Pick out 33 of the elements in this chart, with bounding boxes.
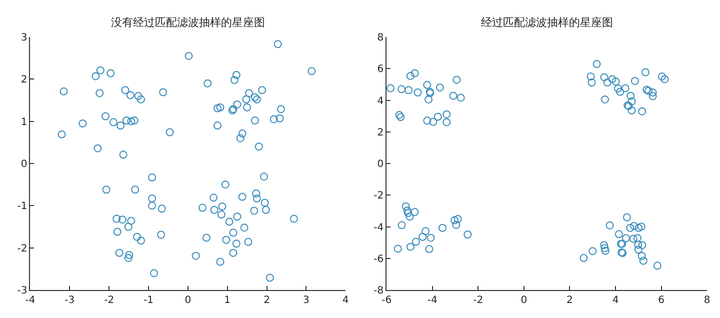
x-tick-label: -3 — [64, 295, 75, 306]
y-tick-label: 6 — [377, 64, 384, 76]
y-tick-label: -4 — [374, 222, 384, 234]
x-tick-label: -4 — [427, 295, 438, 306]
x-tick-label: 8 — [704, 295, 710, 306]
x-tick-label: 4 — [612, 295, 619, 306]
x-tick-label: 1 — [224, 295, 231, 306]
y-tick-label: 2 — [20, 74, 28, 86]
x-tick-label: -2 — [473, 295, 484, 306]
x-tick-label: 3 — [302, 295, 310, 306]
y-tick-label: 1 — [20, 116, 28, 128]
chart-title: 经过匹配滤波抽样的星座图 — [481, 16, 613, 29]
x-tick-label: 0 — [184, 295, 192, 306]
x-tick-label: 6 — [658, 295, 664, 306]
y-tick-label: -8 — [374, 286, 384, 296]
y-tick-label: 3 — [20, 32, 28, 44]
y-tick-label: -3 — [17, 286, 28, 296]
x-tick-label: 2 — [264, 295, 270, 306]
x-tick-label: 0 — [520, 295, 528, 306]
y-tick-label: 8 — [377, 32, 384, 44]
y-tick-label: 0 — [20, 159, 28, 170]
y-tick-label: 2 — [377, 127, 384, 138]
x-tick-label: 4 — [342, 295, 349, 306]
y-tick-label: -2 — [17, 243, 28, 254]
chart-title: 没有经过匹配滤波抽样的星座图 — [111, 16, 265, 29]
y-tick-label: -2 — [374, 190, 384, 202]
y-tick-label: 0 — [377, 159, 384, 170]
y-tick-label: -1 — [17, 201, 28, 212]
x-tick-label: 2 — [566, 295, 573, 306]
y-tick-label: -6 — [374, 254, 384, 265]
y-tick-label: 4 — [377, 96, 384, 107]
x-tick-label: -1 — [144, 295, 154, 306]
x-tick-label: -2 — [104, 295, 114, 306]
